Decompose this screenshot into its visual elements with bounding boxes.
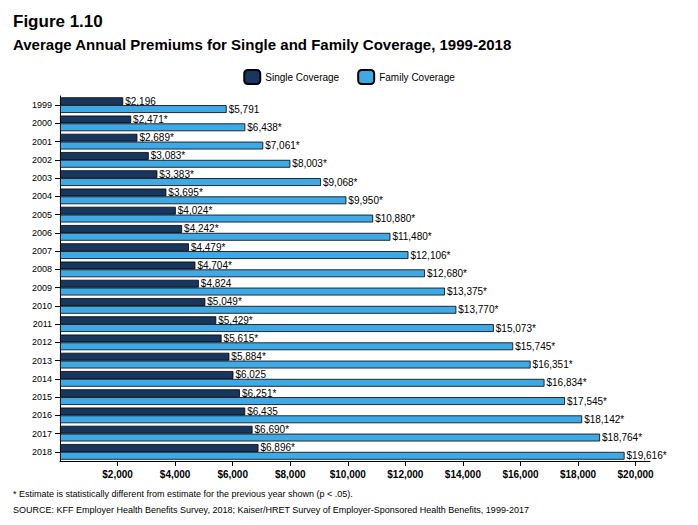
svg-text:$18,142*: $18,142*: [584, 414, 624, 425]
svg-text:2004: 2004: [32, 191, 52, 201]
svg-text:$2,471*: $2,471*: [133, 114, 168, 125]
svg-text:2003: 2003: [32, 173, 52, 183]
svg-text:$6,025: $6,025: [235, 369, 266, 380]
svg-text:2002: 2002: [32, 155, 52, 165]
svg-text:$6,000: $6,000: [217, 469, 248, 480]
svg-text:$12,680*: $12,680*: [427, 268, 467, 279]
svg-text:2005: 2005: [32, 210, 52, 220]
svg-text:$2,689*: $2,689*: [139, 132, 174, 143]
svg-text:Family Coverage: Family Coverage: [379, 72, 455, 83]
svg-text:$2,000: $2,000: [102, 469, 133, 480]
svg-text:$14,000: $14,000: [445, 469, 482, 480]
svg-text:$17,545*: $17,545*: [567, 396, 607, 407]
svg-text:2013: 2013: [32, 356, 52, 366]
svg-text:$6,690*: $6,690*: [255, 424, 290, 435]
svg-text:2001: 2001: [32, 137, 52, 147]
svg-text:2000: 2000: [32, 118, 52, 128]
svg-text:$16,351*: $16,351*: [533, 359, 573, 370]
svg-text:Average Annual Premiums for Si: Average Annual Premiums for Single and F…: [13, 36, 511, 53]
svg-text:$6,438*: $6,438*: [247, 122, 282, 133]
svg-text:Figure 1.10: Figure 1.10: [13, 12, 103, 31]
svg-text:$4,242*: $4,242*: [184, 223, 219, 234]
svg-text:1999: 1999: [32, 100, 52, 110]
svg-text:2010: 2010: [32, 301, 52, 311]
svg-text:2007: 2007: [32, 246, 52, 256]
svg-text:$4,824: $4,824: [201, 278, 232, 289]
svg-text:2009: 2009: [32, 283, 52, 293]
svg-text:$11,480*: $11,480*: [392, 231, 431, 242]
svg-text:$9,068*: $9,068*: [323, 177, 358, 188]
svg-text:$6,435: $6,435: [247, 406, 278, 417]
svg-text:2012: 2012: [32, 337, 52, 347]
svg-text:$2,196: $2,196: [125, 96, 156, 107]
svg-text:$5,791: $5,791: [229, 104, 260, 115]
svg-text:2016: 2016: [32, 410, 52, 420]
svg-text:$16,000: $16,000: [502, 469, 539, 480]
svg-text:$3,383*: $3,383*: [159, 169, 194, 180]
svg-text:SOURCE: KFF Employer Health Be: SOURCE: KFF Employer Health Benefits Sur…: [13, 505, 529, 515]
svg-text:Single Coverage: Single Coverage: [265, 72, 339, 83]
svg-text:$4,000: $4,000: [160, 469, 191, 480]
svg-text:2018: 2018: [32, 447, 52, 457]
svg-text:$6,896*: $6,896*: [260, 442, 295, 453]
svg-text:2011: 2011: [33, 319, 52, 329]
svg-text:$5,429*: $5,429*: [218, 315, 253, 326]
svg-text:$5,049*: $5,049*: [207, 296, 242, 307]
svg-text:$16,834*: $16,834*: [546, 377, 586, 388]
svg-text:$4,024*: $4,024*: [178, 205, 213, 216]
svg-text:$4,704*: $4,704*: [197, 260, 232, 271]
svg-text:$7,061*: $7,061*: [265, 140, 300, 151]
svg-text:$19,616*: $19,616*: [627, 450, 667, 461]
svg-text:$13,770*: $13,770*: [458, 304, 498, 315]
svg-text:$20,000: $20,000: [618, 469, 655, 480]
svg-text:$13,375*: $13,375*: [447, 286, 487, 297]
svg-text:$12,106*: $12,106*: [410, 250, 450, 261]
svg-text:$15,745*: $15,745*: [515, 341, 555, 352]
svg-text:$6,251*: $6,251*: [242, 388, 277, 399]
svg-text:2008: 2008: [32, 264, 52, 274]
svg-text:$4,479*: $4,479*: [191, 242, 226, 253]
svg-text:$8,003*: $8,003*: [292, 158, 327, 169]
svg-text:$5,615*: $5,615*: [224, 333, 259, 344]
svg-text:$3,695*: $3,695*: [168, 187, 203, 198]
svg-text:$3,083*: $3,083*: [151, 150, 186, 161]
svg-text:$18,764*: $18,764*: [602, 432, 642, 443]
svg-text:$12,000: $12,000: [387, 469, 424, 480]
svg-text:2006: 2006: [32, 228, 52, 238]
svg-text:2015: 2015: [32, 392, 52, 402]
svg-text:$5,884*: $5,884*: [231, 351, 266, 362]
svg-text:$15,073*: $15,073*: [496, 323, 536, 334]
svg-text:$18,000: $18,000: [560, 469, 597, 480]
svg-text:2017: 2017: [32, 429, 52, 439]
svg-text:$8,000: $8,000: [275, 469, 306, 480]
svg-text:$10,880*: $10,880*: [375, 213, 415, 224]
svg-text:* Estimate is statistically di: * Estimate is statistically different fr…: [13, 489, 353, 499]
svg-text:$9,950*: $9,950*: [348, 195, 383, 206]
svg-text:2014: 2014: [32, 374, 52, 384]
svg-text:$10,000: $10,000: [330, 469, 367, 480]
